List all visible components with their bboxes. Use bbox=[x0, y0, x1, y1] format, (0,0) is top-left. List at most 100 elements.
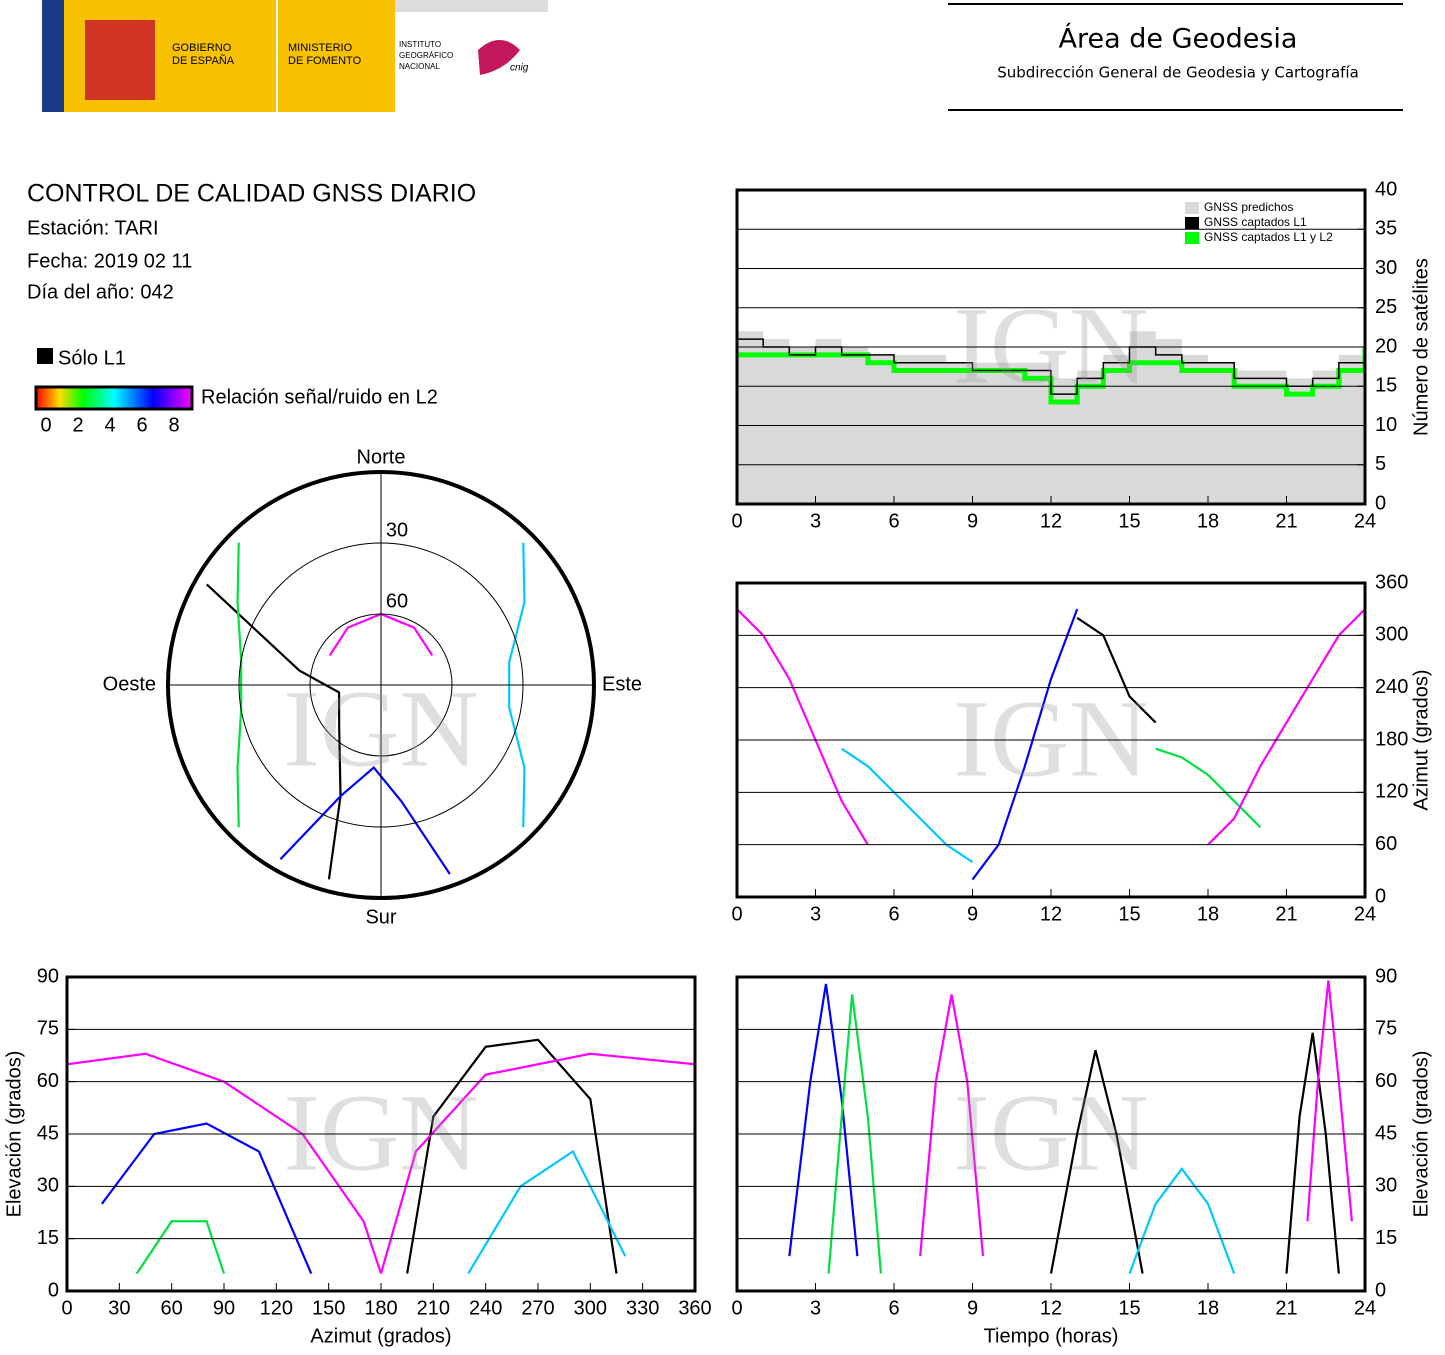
x-tick-label: 6 bbox=[888, 903, 899, 925]
x-tick-label: 3 bbox=[810, 903, 821, 925]
direction-label: Norte bbox=[357, 446, 406, 468]
x-tick-label: 120 bbox=[260, 1297, 293, 1319]
solo-l1-swatch bbox=[37, 348, 53, 364]
satellite-track bbox=[101, 1122, 313, 1274]
satellite-track bbox=[1306, 980, 1354, 1222]
plot-frame bbox=[735, 975, 1367, 1293]
x-tick-label: 24 bbox=[1354, 903, 1376, 925]
watermark: IGN bbox=[953, 677, 1149, 799]
y-tick-label: 180 bbox=[1375, 728, 1408, 750]
chart: IGN 0 5 10 15 20 25 30 35 40 0 3 6 9 12 15 18 21 24 Número … bbox=[731, 178, 1432, 532]
plot-frame bbox=[735, 188, 1367, 506]
satellite-track bbox=[827, 994, 883, 1274]
ministerio-line: MINISTERIO bbox=[288, 42, 353, 54]
direction-label: Sur bbox=[365, 906, 396, 928]
watermark: IGN bbox=[283, 667, 479, 789]
satellite-track bbox=[406, 1038, 618, 1274]
y-tick-label: 120 bbox=[1375, 781, 1408, 803]
info: CONTROL DE CALIDAD GNSS DIARIO Estación:… bbox=[27, 180, 476, 411]
y-tick-label: 60 bbox=[1375, 1070, 1397, 1092]
snr-colorbar bbox=[34, 385, 194, 411]
logo-bar bbox=[395, 0, 548, 12]
satellite-track bbox=[467, 1149, 627, 1275]
y-tick-label: 0 bbox=[1375, 492, 1386, 514]
satellite-track bbox=[919, 994, 985, 1257]
x-tick-label: 18 bbox=[1197, 903, 1219, 925]
legend-swatch bbox=[1185, 202, 1199, 214]
y-axis-label: Azimut (grados) bbox=[1410, 669, 1432, 810]
y-tick-label: 30 bbox=[37, 1175, 59, 1197]
y-axis-label: Elevación (grados) bbox=[1410, 1051, 1432, 1218]
x-tick-label: 18 bbox=[1197, 1297, 1219, 1319]
snr-tick-label: 6 bbox=[136, 414, 147, 436]
x-axis-label: Tiempo (horas) bbox=[984, 1325, 1119, 1347]
ring-label: 30 bbox=[386, 519, 408, 541]
y-tick-label: 20 bbox=[1375, 335, 1397, 357]
x-tick-label: 150 bbox=[312, 1297, 345, 1319]
y-tick-label: 0 bbox=[1375, 885, 1386, 907]
solo-l1-label: Sólo L1 bbox=[58, 347, 126, 369]
y-tick-label: 15 bbox=[1375, 1227, 1397, 1249]
x-tick-label: 15 bbox=[1118, 510, 1140, 532]
coat-of-arms bbox=[85, 20, 155, 100]
x-tick-label: 0 bbox=[731, 1297, 742, 1319]
x-tick-label: 12 bbox=[1040, 1297, 1062, 1319]
gobierno-line: GOBIERNO bbox=[172, 42, 232, 54]
satellite-track bbox=[135, 1220, 226, 1275]
x-axis-label: Azimut (grados) bbox=[310, 1325, 451, 1347]
y-tick-label: 45 bbox=[37, 1122, 59, 1144]
satellite-track bbox=[1128, 1167, 1236, 1274]
subdireccion: Subdirección General de Geodesia y Carto… bbox=[997, 64, 1359, 82]
x-tick-label: 21 bbox=[1275, 903, 1297, 925]
x-tick-label: 0 bbox=[731, 903, 742, 925]
y-tick-label: 300 bbox=[1375, 624, 1408, 646]
y-tick-label: 60 bbox=[37, 1070, 59, 1092]
y-tick-label: 360 bbox=[1375, 571, 1408, 593]
x-tick-label: 6 bbox=[888, 510, 899, 532]
area-title: Área de Geodesia bbox=[1059, 23, 1298, 55]
chart: IGN 0 15 30 45 60 75 90 0 30 60 90 120 150 180 210 240 27… bbox=[3, 965, 711, 1347]
y-tick-label: 60 bbox=[1375, 833, 1397, 855]
legend-swatch bbox=[1185, 232, 1199, 244]
chart: IGN 0 15 30 45 60 75 90 0 3 6 9 12 15 18 21 24 Tiempo (ho… bbox=[731, 965, 1432, 1347]
satellite-track bbox=[1155, 747, 1262, 828]
watermark: IGN bbox=[953, 1071, 1149, 1193]
x-tick-label: 30 bbox=[108, 1297, 130, 1319]
cnig-logo bbox=[478, 40, 520, 75]
x-tick-label: 24 bbox=[1354, 1297, 1376, 1319]
x-tick-label: 360 bbox=[678, 1297, 711, 1319]
ministerio-line: DE FOMENTO bbox=[288, 55, 362, 67]
plot-frame bbox=[65, 975, 697, 1293]
day-of-year: Día del año: 042 bbox=[27, 281, 174, 303]
y-tick-label: 30 bbox=[1375, 257, 1397, 279]
report-title: CONTROL DE CALIDAD GNSS DIARIO bbox=[27, 180, 476, 208]
x-tick-label: 15 bbox=[1118, 1297, 1140, 1319]
satellite-track bbox=[1285, 1032, 1340, 1274]
legend-swatch bbox=[1185, 217, 1199, 229]
x-tick-label: 210 bbox=[417, 1297, 450, 1319]
satellite-track bbox=[67, 1052, 383, 1274]
satellite-track bbox=[737, 608, 869, 846]
satellite-track bbox=[788, 983, 859, 1257]
x-tick-label: 90 bbox=[213, 1297, 235, 1319]
y-tick-label: 75 bbox=[37, 1018, 59, 1040]
x-tick-label: 60 bbox=[161, 1297, 183, 1319]
snr-tick-label: 4 bbox=[104, 414, 115, 436]
watermark: IGN bbox=[953, 284, 1149, 406]
x-tick-label: 330 bbox=[626, 1297, 659, 1319]
y-tick-label: 0 bbox=[1375, 1279, 1386, 1301]
x-tick-label: 9 bbox=[967, 1297, 978, 1319]
chart: 30 60 IGN Norte Sur Este Oeste bbox=[103, 446, 642, 928]
satellite-track bbox=[206, 583, 342, 880]
instituto-line: INSTITUTO bbox=[399, 40, 441, 49]
x-tick-label: 15 bbox=[1118, 903, 1140, 925]
x-tick-label: 240 bbox=[469, 1297, 502, 1319]
flag-strip bbox=[42, 0, 64, 112]
x-tick-label: 0 bbox=[61, 1297, 72, 1319]
y-tick-label: 15 bbox=[37, 1227, 59, 1249]
satellite-track bbox=[379, 1052, 695, 1274]
y-tick-label: 5 bbox=[1375, 453, 1386, 475]
y-tick-label: 240 bbox=[1375, 676, 1408, 698]
instituto-line: NACIONAL bbox=[399, 62, 440, 71]
